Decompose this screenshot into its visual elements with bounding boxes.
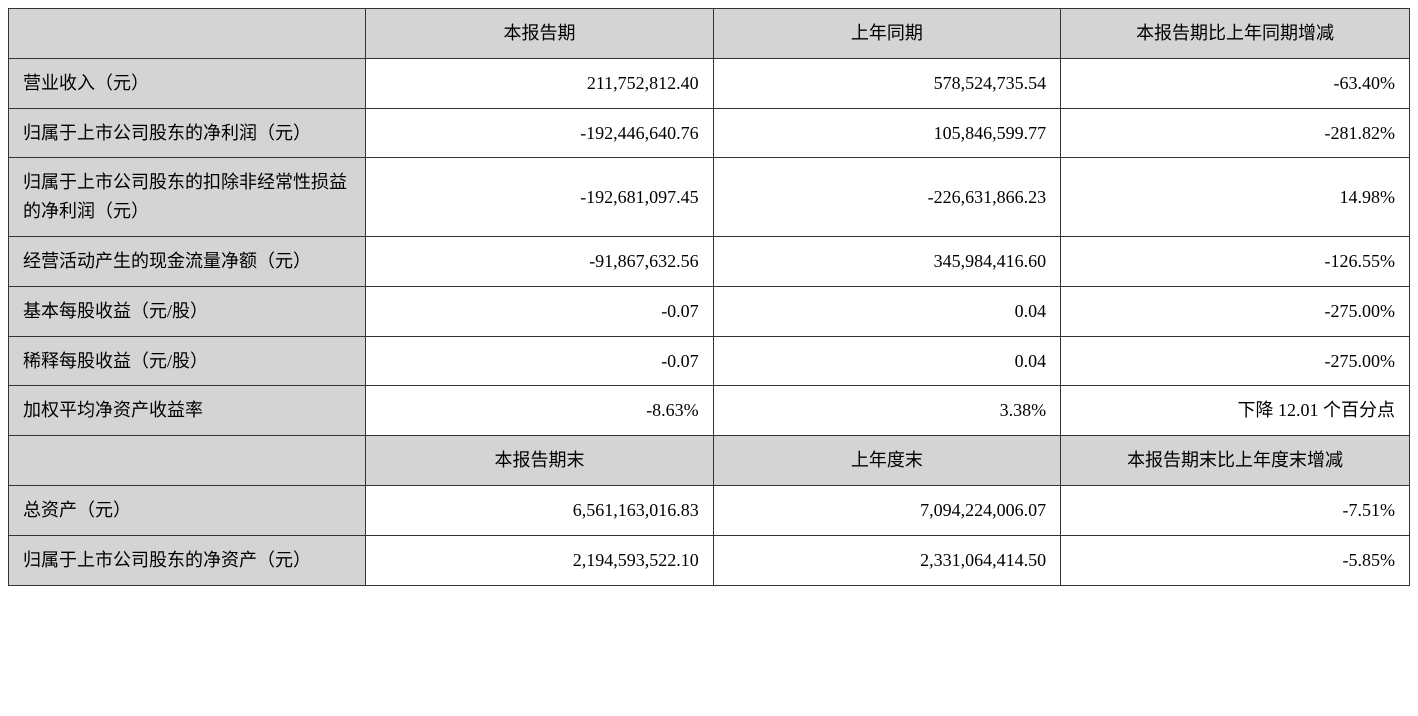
- row-value-prior: -226,631,866.23: [713, 158, 1060, 237]
- table-row: 归属于上市公司股东的净资产（元） 2,194,593,522.10 2,331,…: [9, 535, 1410, 585]
- header-row-2: 本报告期末 上年度末 本报告期末比上年度末增减: [9, 436, 1410, 486]
- row-label: 稀释每股收益（元/股）: [9, 336, 366, 386]
- row-value-current: -192,681,097.45: [366, 158, 713, 237]
- row-value-prior: 7,094,224,006.07: [713, 485, 1060, 535]
- row-value-change: -5.85%: [1061, 535, 1410, 585]
- row-value-prior: 578,524,735.54: [713, 58, 1060, 108]
- row-value-prior: 345,984,416.60: [713, 236, 1060, 286]
- header-current-period: 本报告期: [366, 9, 713, 59]
- row-value-prior: 0.04: [713, 336, 1060, 386]
- row-value-current: 211,752,812.40: [366, 58, 713, 108]
- table-row: 加权平均净资产收益率 -8.63% 3.38% 下降 12.01 个百分点: [9, 386, 1410, 436]
- row-value-prior: 0.04: [713, 286, 1060, 336]
- empty-header-cell: [9, 9, 366, 59]
- row-label: 经营活动产生的现金流量净额（元）: [9, 236, 366, 286]
- header-change-2: 本报告期末比上年度末增减: [1061, 436, 1410, 486]
- row-value-current: 2,194,593,522.10: [366, 535, 713, 585]
- row-label: 基本每股收益（元/股）: [9, 286, 366, 336]
- header-prior-period: 上年同期: [713, 9, 1060, 59]
- row-value-change: -7.51%: [1061, 485, 1410, 535]
- table-row: 经营活动产生的现金流量净额（元） -91,867,632.56 345,984,…: [9, 236, 1410, 286]
- row-value-current: -8.63%: [366, 386, 713, 436]
- row-label: 归属于上市公司股东的净利润（元）: [9, 108, 366, 158]
- row-value-change: -275.00%: [1061, 336, 1410, 386]
- row-label: 加权平均净资产收益率: [9, 386, 366, 436]
- header-period-end: 本报告期末: [366, 436, 713, 486]
- row-value-change: 14.98%: [1061, 158, 1410, 237]
- row-value-prior: 3.38%: [713, 386, 1060, 436]
- row-value-prior: 105,846,599.77: [713, 108, 1060, 158]
- row-value-current: -91,867,632.56: [366, 236, 713, 286]
- row-value-prior: 2,331,064,414.50: [713, 535, 1060, 585]
- header-year-end: 上年度末: [713, 436, 1060, 486]
- table-row: 营业收入（元） 211,752,812.40 578,524,735.54 -6…: [9, 58, 1410, 108]
- row-value-change: 下降 12.01 个百分点: [1061, 386, 1410, 436]
- row-label: 营业收入（元）: [9, 58, 366, 108]
- row-value-change: -281.82%: [1061, 108, 1410, 158]
- table-row: 稀释每股收益（元/股） -0.07 0.04 -275.00%: [9, 336, 1410, 386]
- row-label: 归属于上市公司股东的扣除非经常性损益的净利润（元）: [9, 158, 366, 237]
- row-label: 归属于上市公司股东的净资产（元）: [9, 535, 366, 585]
- row-value-current: -192,446,640.76: [366, 108, 713, 158]
- financial-table: 本报告期 上年同期 本报告期比上年同期增减 营业收入（元） 211,752,81…: [8, 8, 1410, 586]
- header-change: 本报告期比上年同期增减: [1061, 9, 1410, 59]
- row-value-change: -63.40%: [1061, 58, 1410, 108]
- table-row: 归属于上市公司股东的净利润（元） -192,446,640.76 105,846…: [9, 108, 1410, 158]
- table-row: 基本每股收益（元/股） -0.07 0.04 -275.00%: [9, 286, 1410, 336]
- header-row-1: 本报告期 上年同期 本报告期比上年同期增减: [9, 9, 1410, 59]
- row-value-change: -126.55%: [1061, 236, 1410, 286]
- row-value-current: -0.07: [366, 286, 713, 336]
- row-value-change: -275.00%: [1061, 286, 1410, 336]
- row-value-current: 6,561,163,016.83: [366, 485, 713, 535]
- empty-header-cell: [9, 436, 366, 486]
- row-label: 总资产（元）: [9, 485, 366, 535]
- table-row: 归属于上市公司股东的扣除非经常性损益的净利润（元） -192,681,097.4…: [9, 158, 1410, 237]
- table-row: 总资产（元） 6,561,163,016.83 7,094,224,006.07…: [9, 485, 1410, 535]
- row-value-current: -0.07: [366, 336, 713, 386]
